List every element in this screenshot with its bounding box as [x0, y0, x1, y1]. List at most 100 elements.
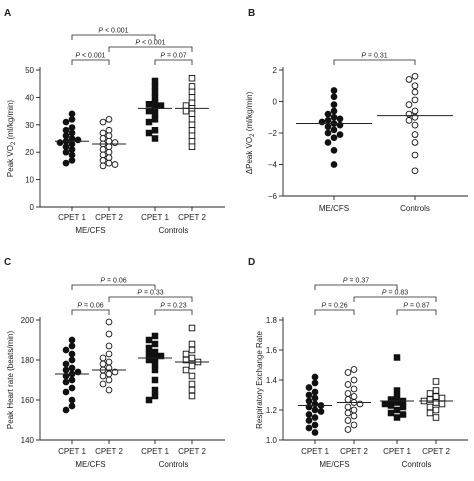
data-point [305, 384, 313, 391]
x-tick-label: CPET 1 [383, 447, 411, 456]
y-tick-label: −2 [268, 129, 278, 138]
data-point [188, 324, 196, 332]
y-tick-label: 30 [25, 121, 34, 130]
x-tick-label: CPET 2 [422, 447, 450, 456]
data-point [350, 385, 358, 393]
panel-letter: B [248, 8, 255, 19]
data-point [432, 406, 440, 414]
x-tick-label: CPET 1 [58, 447, 86, 456]
y-axis-label: Peak Heart rate (beats/min) [6, 331, 15, 430]
data-point [105, 126, 113, 134]
data-point [188, 83, 196, 90]
group-label: Controls [159, 226, 189, 235]
data-point [330, 101, 338, 109]
comparison-bracket [108, 296, 193, 302]
data-point [99, 380, 107, 388]
data-point [151, 332, 159, 340]
data-point [145, 129, 153, 137]
data-point [188, 354, 196, 362]
data-point [145, 118, 153, 126]
group-label: ME/CFS [319, 460, 349, 469]
data-point [99, 354, 107, 362]
data-point [145, 336, 153, 344]
data-point [145, 350, 153, 358]
data-point [324, 129, 332, 137]
data-point [68, 356, 76, 364]
data-point [68, 129, 76, 137]
data-point [188, 143, 196, 150]
data-point [105, 148, 113, 156]
data-point [311, 429, 319, 436]
p-value-label: P = 0.37 [343, 278, 369, 285]
data-point [151, 110, 159, 118]
data-point [62, 148, 70, 156]
x-tick-label: CPET 2 [178, 447, 206, 456]
data-point [157, 102, 165, 109]
comparison-bracket [71, 284, 156, 290]
x-tick-label: CPET 2 [95, 447, 123, 456]
data-point [105, 330, 113, 338]
data-point [311, 394, 319, 402]
y-tick-label: 160 [21, 396, 35, 405]
data-point [188, 137, 196, 145]
data-point [99, 135, 107, 142]
y-tick-label: 1.4 [266, 376, 278, 385]
data-point [399, 403, 407, 411]
data-point [330, 113, 338, 121]
data-point [151, 386, 159, 394]
p-value-label: P = 0.31 [361, 53, 387, 60]
series-2 [377, 72, 453, 175]
data-point [324, 123, 332, 131]
data-point [151, 127, 159, 134]
data-point [438, 400, 446, 408]
series-3 [138, 332, 172, 404]
data-point [151, 360, 159, 368]
series-4 [175, 74, 209, 150]
x-tick-label: CPET 2 [178, 213, 206, 222]
x-tick-label: Controls [400, 204, 430, 213]
data-point [182, 107, 190, 115]
data-point [344, 426, 352, 433]
data-point [344, 403, 352, 411]
data-point [330, 87, 338, 94]
data-point [62, 118, 70, 126]
data-point [399, 411, 407, 418]
comparison-bracket [108, 46, 193, 52]
data-point [432, 393, 440, 400]
data-point [393, 406, 401, 414]
data-point [311, 379, 319, 387]
data-point [344, 369, 352, 376]
data-point [344, 381, 352, 388]
data-point [350, 393, 358, 400]
p-value-label: P = 0.26 [321, 303, 347, 310]
data-point [62, 378, 70, 386]
data-point [62, 126, 70, 134]
data-point [68, 157, 76, 164]
series-2 [92, 318, 126, 394]
data-point [99, 146, 107, 153]
series-3 [380, 354, 414, 421]
data-point [105, 350, 113, 358]
data-point [111, 368, 119, 376]
data-point [311, 414, 319, 421]
data-point [105, 137, 113, 145]
p-value-label: P = 0.87 [403, 303, 429, 310]
y-tick-label: 10 [25, 176, 34, 185]
y-axis-label: Peak V̇O2 (ml/kg/min) [6, 100, 17, 177]
series-4 [175, 324, 209, 400]
data-point [387, 409, 395, 417]
data-point [145, 100, 153, 108]
x-tick-label: CPET 2 [340, 447, 368, 456]
comparison-bracket [71, 59, 110, 65]
data-point [336, 131, 344, 138]
data-point [344, 390, 352, 397]
data-point [74, 368, 82, 376]
series-3 [138, 77, 172, 142]
data-point [62, 143, 70, 151]
data-point [305, 403, 313, 411]
data-point [145, 356, 153, 364]
data-point [68, 384, 76, 392]
data-point [305, 424, 313, 432]
